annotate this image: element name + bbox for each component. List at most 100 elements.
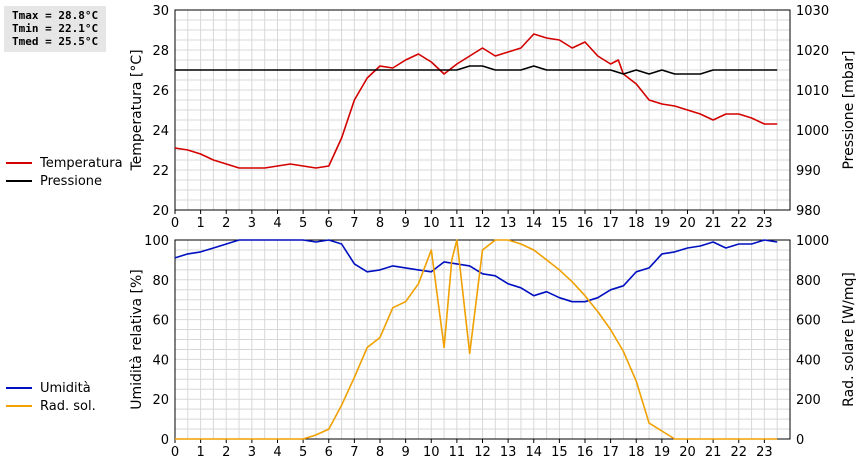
x-tick-label: 12 xyxy=(474,216,491,231)
y-tick-label: 0 xyxy=(161,433,169,448)
x-tick-label: 8 xyxy=(376,445,384,460)
series-line-pressione xyxy=(175,65,778,75)
y2-tick-label: 1020 xyxy=(796,44,829,59)
stats-box: Tmax = 28.8°C Tmin = 22.1°C Tmed = 25.5°… xyxy=(4,6,106,52)
x-tick-label: 19 xyxy=(654,216,671,231)
y-tick-label: 28 xyxy=(152,44,169,59)
y-tick-label: 20 xyxy=(152,393,169,408)
legend-label-temperature: Temperatura xyxy=(40,155,123,171)
y2-tick-label: 200 xyxy=(796,393,821,408)
x-tick-label: 1 xyxy=(196,216,204,231)
y2-tick-label: 1000 xyxy=(796,234,829,249)
y2-tick-label: 980 xyxy=(796,204,821,219)
x-tick-label: 23 xyxy=(756,216,773,231)
y-tick-label: 24 xyxy=(152,124,169,139)
x-tick-label: 10 xyxy=(423,445,440,460)
x-tick-label: 18 xyxy=(628,216,645,231)
x-tick-label: 20 xyxy=(679,216,696,231)
legend-label-pressure: Pressione xyxy=(40,173,103,189)
x-tick-label: 6 xyxy=(325,445,333,460)
y2-tick-label: 0 xyxy=(796,433,804,448)
x-tick-label: 2 xyxy=(222,216,230,231)
x-tick-label: 13 xyxy=(500,216,517,231)
x-tick-label: 23 xyxy=(756,445,773,460)
legend-top: Temperatura Pressione xyxy=(6,154,123,190)
x-tick-label: 22 xyxy=(730,216,747,231)
x-tick-label: 4 xyxy=(273,445,281,460)
legend-bottom: Umidità Rad. sol. xyxy=(6,379,96,415)
x-tick-label: 8 xyxy=(376,216,384,231)
x-tick-label: 7 xyxy=(350,216,358,231)
y2-tick-label: 600 xyxy=(796,314,821,329)
x-tick-label: 0 xyxy=(171,445,179,460)
y2-axis-title: Pressione [mbar] xyxy=(841,50,857,169)
x-tick-label: 3 xyxy=(248,445,256,460)
x-tick-label: 13 xyxy=(500,445,517,460)
x-tick-label: 4 xyxy=(273,216,281,231)
legend-item-humidity: Umidità xyxy=(6,379,96,397)
legend-label-humidity: Umidità xyxy=(40,380,91,396)
y-tick-label: 100 xyxy=(144,234,169,249)
y-tick-label: 60 xyxy=(152,314,169,329)
y-tick-label: 26 xyxy=(152,84,169,99)
y-tick-label: 30 xyxy=(152,4,169,19)
x-tick-label: 11 xyxy=(449,445,466,460)
x-tick-label: 15 xyxy=(551,216,568,231)
x-tick-label: 16 xyxy=(577,445,594,460)
x-tick-label: 18 xyxy=(628,445,645,460)
legend-swatch-radiation xyxy=(6,405,32,407)
x-tick-label: 9 xyxy=(401,216,409,231)
temperature-pressure-chart: 0 1 2 3 4 5 6 7 8 9 10 11 12 13 14 15 16 17 18 19 20 21 22 2320… xyxy=(129,4,857,231)
y2-tick-label: 400 xyxy=(796,353,821,368)
legend-item-pressure: Pressione xyxy=(6,172,123,190)
legend-swatch-pressure xyxy=(6,180,32,182)
x-tick-label: 3 xyxy=(248,216,256,231)
legend-swatch-humidity xyxy=(6,387,32,389)
legend-swatch-temperature xyxy=(6,162,32,164)
x-tick-label: 15 xyxy=(551,445,568,460)
x-tick-label: 12 xyxy=(474,445,491,460)
legend-item-temperature: Temperatura xyxy=(6,154,123,172)
y2-tick-label: 1030 xyxy=(796,4,829,19)
x-tick-label: 16 xyxy=(577,216,594,231)
x-tick-label: 7 xyxy=(350,445,358,460)
y2-axis-title: Rad. solare [W/mq] xyxy=(841,272,857,407)
series-line-temperatura xyxy=(174,33,778,169)
y-axis-title: Umidità relativa [%] xyxy=(129,269,145,410)
tmin-label: Tmin = 22.1°C xyxy=(12,22,99,35)
series-line-rad-sol xyxy=(175,239,778,440)
x-tick-label: 5 xyxy=(299,216,307,231)
legend-label-radiation: Rad. sol. xyxy=(40,398,96,414)
legend-item-radiation: Rad. sol. xyxy=(6,397,96,415)
y-axis-title: Temperatura [°C] xyxy=(129,49,145,171)
x-tick-label: 21 xyxy=(705,445,722,460)
x-tick-label: 0 xyxy=(171,216,179,231)
x-tick-label: 9 xyxy=(401,445,409,460)
x-tick-label: 6 xyxy=(325,216,333,231)
y2-tick-label: 800 xyxy=(796,274,821,289)
humidity-radiation-chart: 0 1 2 3 4 5 6 7 8 9 10 11 12 13 14 15 16 17 18 19 20 21 22 2302… xyxy=(129,234,857,460)
x-tick-label: 19 xyxy=(654,445,671,460)
x-tick-label: 21 xyxy=(705,216,722,231)
series-line-umidit xyxy=(174,239,778,303)
y2-tick-label: 1000 xyxy=(796,124,829,139)
tmax-label: Tmax = 28.8°C xyxy=(12,9,99,22)
x-tick-label: 17 xyxy=(602,216,619,231)
x-tick-label: 20 xyxy=(679,445,696,460)
y-tick-label: 80 xyxy=(152,274,169,289)
x-tick-label: 10 xyxy=(423,216,440,231)
tmed-label: Tmed = 25.5°C xyxy=(12,35,99,48)
x-tick-label: 2 xyxy=(222,445,230,460)
y2-tick-label: 1010 xyxy=(796,84,829,99)
x-tick-label: 11 xyxy=(449,216,466,231)
x-tick-label: 17 xyxy=(602,445,619,460)
x-tick-label: 14 xyxy=(525,445,542,460)
y-tick-label: 22 xyxy=(152,164,169,179)
x-tick-label: 1 xyxy=(196,445,204,460)
y-tick-label: 20 xyxy=(152,204,169,219)
x-tick-label: 5 xyxy=(299,445,307,460)
x-tick-label: 22 xyxy=(730,445,747,460)
x-tick-label: 14 xyxy=(525,216,542,231)
y-tick-label: 40 xyxy=(152,353,169,368)
